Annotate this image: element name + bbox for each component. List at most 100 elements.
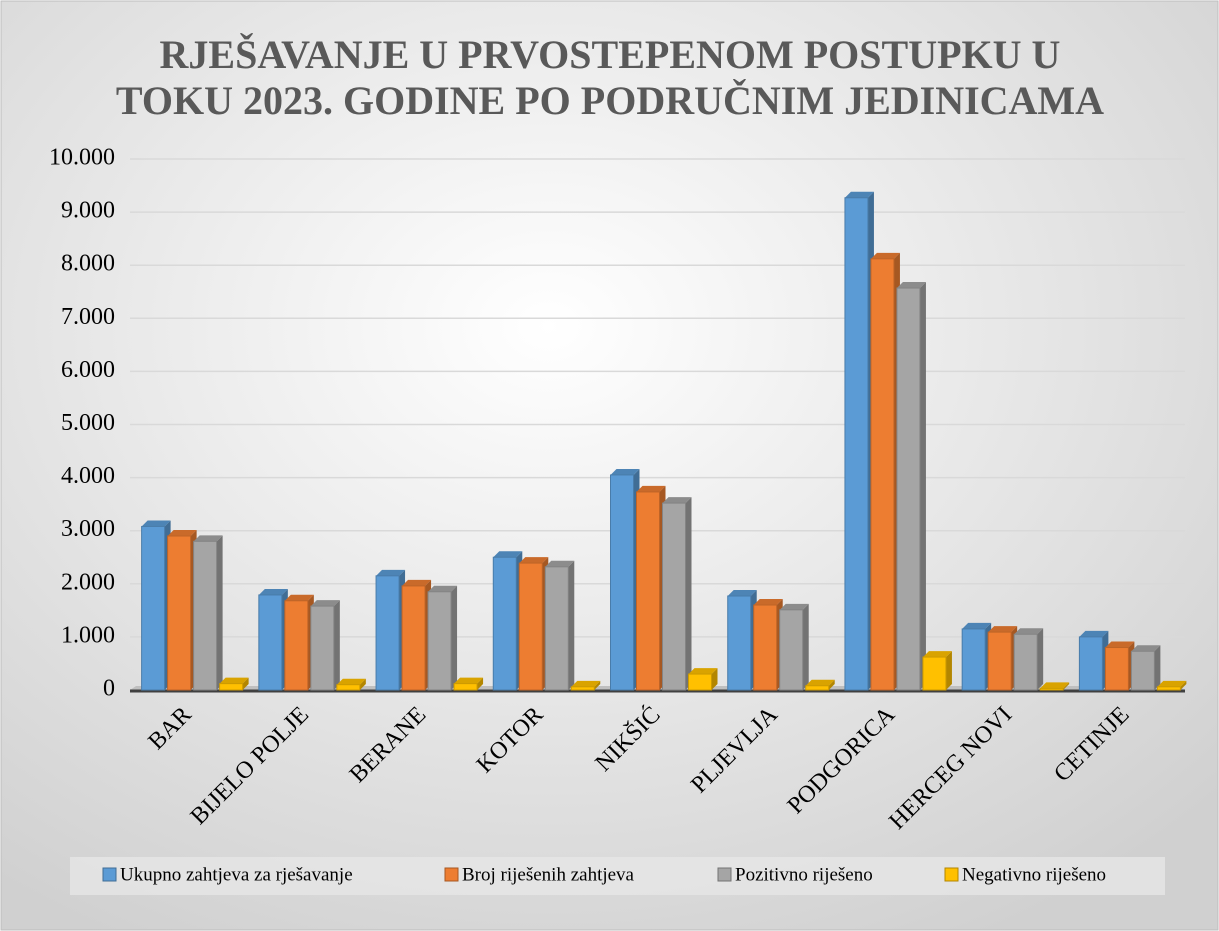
- bar-top: [688, 668, 718, 675]
- bar-top: [1157, 680, 1187, 687]
- bar-top: [167, 530, 197, 537]
- bar-side: [1180, 680, 1187, 690]
- y-tick-label: 10.000: [49, 145, 115, 171]
- bar-top: [571, 680, 601, 687]
- bar-top: [870, 252, 900, 259]
- bar-side: [333, 600, 340, 690]
- bar: [518, 562, 543, 691]
- bar-top: [336, 678, 366, 685]
- bar-side: [685, 497, 692, 690]
- bar-top: [988, 626, 1018, 633]
- bar: [779, 609, 804, 691]
- bar-side: [477, 677, 484, 690]
- bar-top: [636, 485, 666, 492]
- legend-swatch: [944, 867, 959, 882]
- bar-top: [376, 569, 406, 576]
- bar: [258, 594, 283, 691]
- bar-top: [1079, 630, 1109, 637]
- legend-box: [70, 857, 1165, 895]
- bar: [896, 287, 921, 691]
- bar: [1104, 647, 1129, 691]
- y-tick-label: 1.000: [61, 622, 115, 648]
- y-tick-label: 5.000: [61, 410, 115, 436]
- bar: [492, 556, 517, 691]
- bar-top: [1131, 645, 1161, 652]
- bar-side: [802, 603, 809, 690]
- bar: [453, 683, 478, 691]
- y-tick-label: 7.000: [61, 304, 115, 330]
- bar-top: [519, 557, 549, 564]
- legend-label: Ukupno zahtjeva za rješavanje: [120, 864, 353, 885]
- y-tick-label: 3.000: [61, 516, 115, 542]
- bar-top: [805, 679, 835, 686]
- y-tick-label: 0: [103, 676, 115, 702]
- bar: [310, 605, 335, 691]
- bar-top: [141, 520, 171, 527]
- bar-side: [828, 679, 835, 690]
- bar: [570, 686, 595, 691]
- bar: [284, 600, 309, 691]
- bar-top: [402, 579, 432, 586]
- bar: [1039, 687, 1064, 691]
- bar: [1156, 686, 1181, 691]
- legend-label: Broj riješenih zahtjeva: [462, 864, 635, 885]
- bar: [167, 535, 192, 691]
- bar-top: [545, 560, 575, 567]
- bar-side: [1037, 628, 1044, 690]
- bar-top: [610, 468, 640, 475]
- bar-top: [896, 282, 926, 289]
- bar-top: [753, 599, 783, 606]
- legend-swatch: [444, 867, 459, 882]
- y-tick-label: 8.000: [61, 251, 115, 277]
- bar-side: [1154, 645, 1161, 690]
- bar: [922, 656, 947, 691]
- bar-top: [219, 677, 249, 684]
- bar-top: [428, 585, 458, 592]
- bar: [544, 566, 569, 691]
- bar: [1078, 636, 1103, 691]
- bar-top: [258, 588, 288, 595]
- bar-top: [493, 551, 523, 558]
- y-tick-label: 6.000: [61, 357, 115, 383]
- bar-side: [359, 678, 366, 690]
- bar-top: [727, 590, 757, 597]
- bar: [870, 258, 895, 691]
- bar-top: [1014, 628, 1044, 635]
- legend-label: Negativno riješeno: [962, 864, 1106, 885]
- bar-side: [919, 282, 926, 690]
- bar-top: [922, 651, 952, 658]
- y-tick-label: 4.000: [61, 463, 115, 489]
- bar-side: [216, 535, 223, 690]
- bar-side: [242, 677, 249, 690]
- bar: [805, 685, 830, 691]
- bar: [336, 684, 361, 691]
- bar-top: [1040, 682, 1070, 689]
- bar: [1130, 650, 1155, 691]
- bar: [427, 591, 452, 691]
- bar: [401, 585, 426, 691]
- bar-top: [1105, 641, 1135, 648]
- bar-side: [1063, 682, 1070, 690]
- bar-top: [454, 677, 484, 684]
- bar: [610, 474, 634, 691]
- bar: [844, 197, 869, 691]
- bar-side: [451, 585, 458, 690]
- bar: [219, 683, 244, 691]
- bar: [636, 491, 660, 691]
- bar-top: [844, 191, 874, 198]
- bar: [753, 604, 778, 691]
- bar: [688, 673, 712, 691]
- legend-label: Pozitivno riješeno: [735, 864, 873, 885]
- bar: [375, 575, 400, 691]
- bar-top: [662, 497, 692, 504]
- chart-title: RJEŠAVANJE U PRVOSTEPENOM POSTUPKU U TOK…: [115, 32, 1105, 123]
- bar-side: [945, 651, 952, 690]
- bar-top: [310, 600, 340, 607]
- bar-top: [962, 622, 992, 629]
- bar: [727, 595, 752, 691]
- y-tick-label: 9.000: [61, 198, 115, 224]
- legend-swatch: [717, 867, 732, 882]
